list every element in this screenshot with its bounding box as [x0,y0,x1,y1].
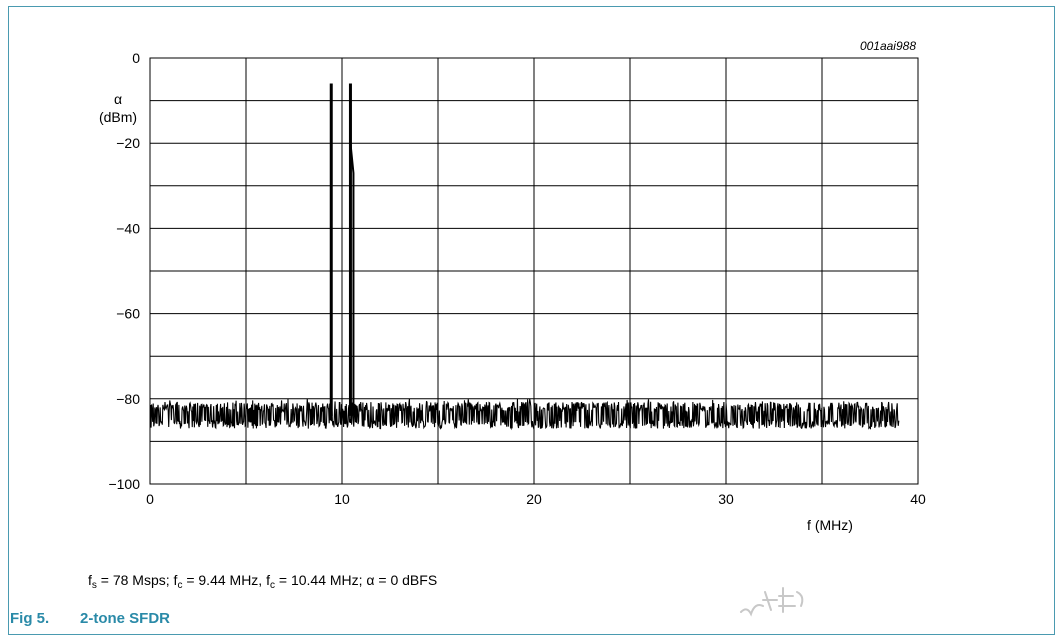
x-tick-label: 20 [526,491,542,507]
figure-id: 001aai988 [860,39,916,53]
y-tick-label: −20 [116,135,140,151]
y-tick-labels: 0 −20 −40 −60 −80 −100 [108,50,140,492]
y-axis-unit: (dBm) [99,109,137,125]
y-tick-label: −40 [116,220,140,236]
x-tick-label: 10 [334,491,350,507]
noise-floor-line [149,398,900,431]
y-tick-label: −100 [108,476,140,492]
watermark-stamp [740,587,804,617]
x-axis-label: f (MHz) [807,517,853,533]
spectrum-trace [149,83,900,431]
figure-caption: Fig 5. 2-tone SFDR [10,610,170,627]
y-axis-symbol: α [114,91,122,107]
plot-area-border [149,57,919,485]
x-tick-label: 30 [718,491,734,507]
figure-title: 2-tone SFDR [80,610,170,627]
y-tick-label: −60 [116,306,140,322]
x-tick-label: 40 [910,491,926,507]
tone-skirt [349,143,355,416]
measurement-conditions: fs = 78 Msps; fc = 9.44 MHz, fc = 10.44 … [88,572,438,591]
x-tick-labels: 0 10 20 30 40 [146,491,926,507]
figure-frame [8,6,1055,635]
y-tick-label: −80 [116,391,140,407]
figure-number: Fig 5. [10,610,50,627]
x-tick-label: 0 [146,491,154,507]
y-tick-label: 0 [132,50,140,66]
chart-grid [150,58,918,484]
